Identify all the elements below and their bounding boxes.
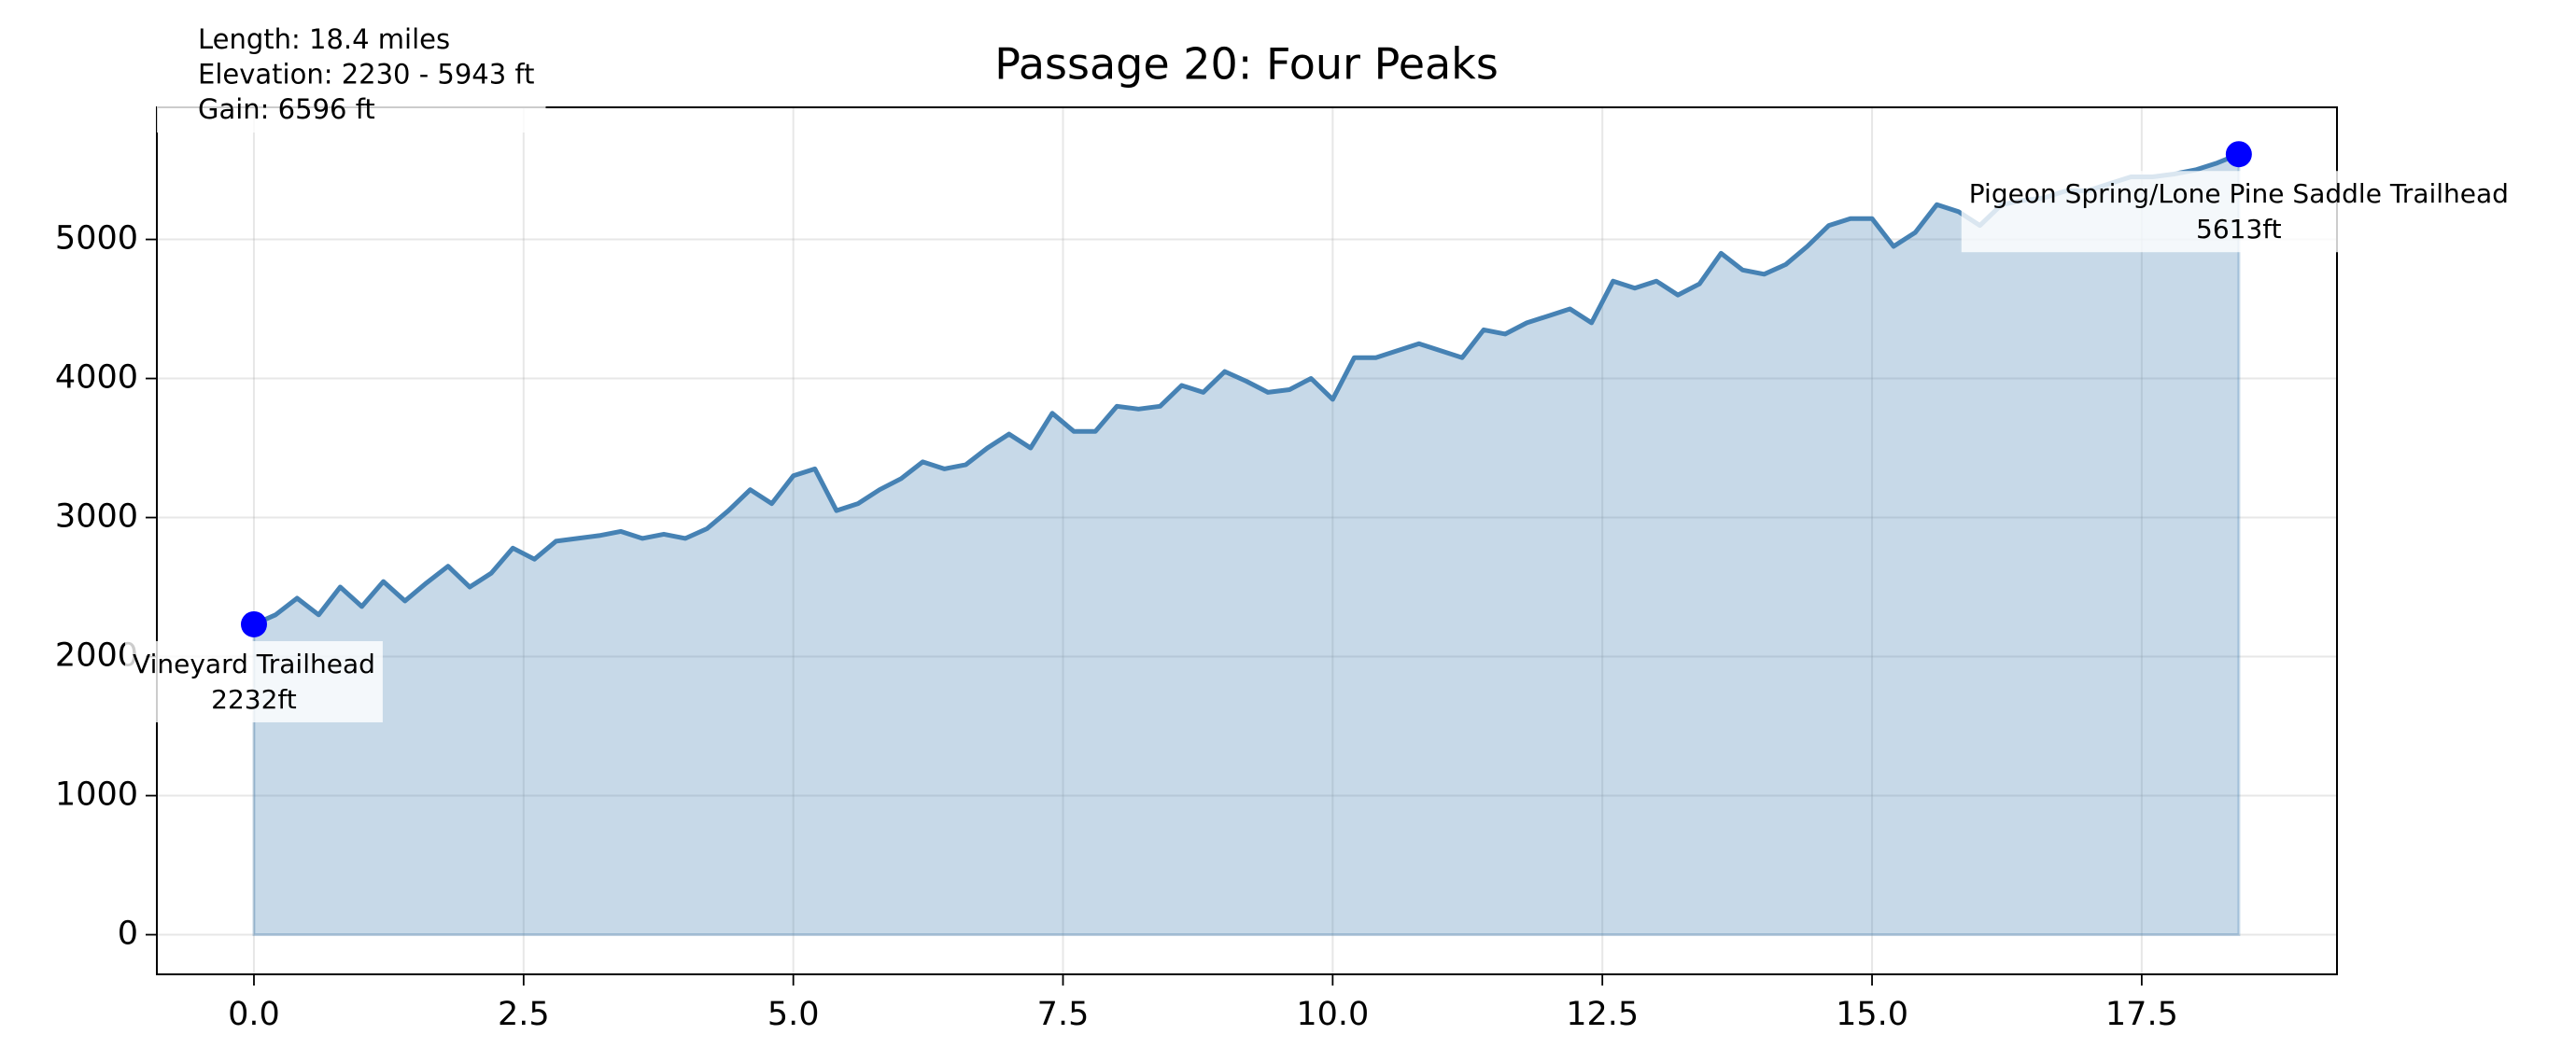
- info-box-bg: [157, 16, 546, 133]
- annotation-box: [1961, 171, 2516, 253]
- info-box: Length: 18.4 miles Elevation: 2230 - 5943…: [157, 16, 546, 133]
- annotation-name: Vineyard Trailhead: [133, 649, 375, 679]
- x-tick-label: 12.5: [1566, 996, 1639, 1033]
- trailhead-marker: [240, 610, 267, 637]
- y-tick-label: 4000: [55, 359, 138, 397]
- plot-frame: [156, 106, 2338, 975]
- x-tick-label: 5.0: [767, 996, 820, 1033]
- info-text: Elevation: 2230 - 5943 ft: [198, 59, 535, 91]
- x-tick-label: 2.5: [498, 996, 550, 1033]
- info-text: Gain: 6596 ft: [198, 93, 375, 125]
- x-tick-label: 17.5: [2105, 996, 2178, 1033]
- chart-title: Passage 20: Four Peaks: [994, 39, 1499, 90]
- x-tick-label: 10.0: [1296, 996, 1369, 1033]
- y-tick-label: 1000: [55, 776, 138, 814]
- x-tick-label: 15.0: [1836, 996, 1908, 1033]
- y-tick-label: 3000: [55, 498, 138, 536]
- x-tick-label: 0.0: [228, 996, 280, 1033]
- x-tick-label: 7.5: [1037, 996, 1090, 1033]
- annotation-value: 5613ft: [2196, 214, 2282, 245]
- y-tick-label: 5000: [55, 220, 138, 258]
- y-tick-label: 2000: [55, 637, 138, 675]
- info-text: Length: 18.4 miles: [198, 23, 450, 55]
- annotation: Vineyard Trailhead 2232ft: [125, 640, 383, 722]
- annotation-value: 2232ft: [211, 684, 297, 715]
- annotation-name: Pigeon Spring/Lone Pine Saddle Trailhead: [1969, 178, 2509, 209]
- annotation-box: [125, 640, 383, 722]
- elevation-line: [252, 151, 2240, 627]
- y-tick-label: 0: [118, 916, 138, 953]
- annotation: Pigeon Spring/Lone Pine Saddle Trailhead…: [1961, 171, 2516, 253]
- trailhead-marker: [2225, 141, 2252, 168]
